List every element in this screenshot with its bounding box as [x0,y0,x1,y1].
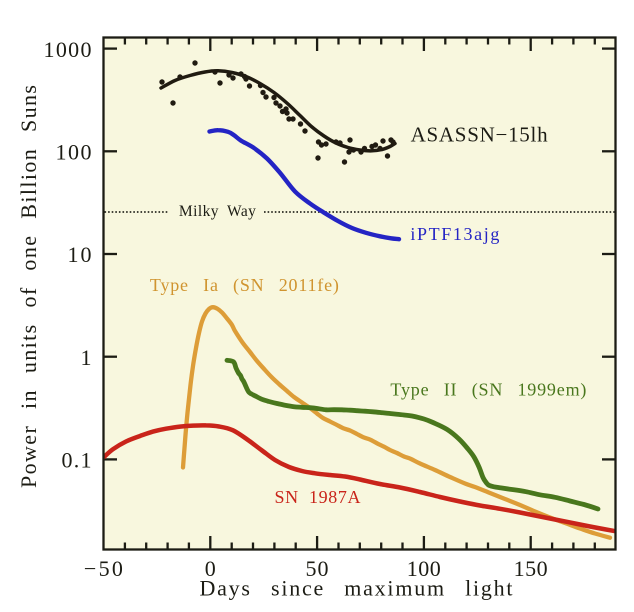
svg-text:SN 1987A: SN 1987A [275,487,361,507]
svg-text:50: 50 [306,556,329,581]
svg-text:1000: 1000 [44,37,92,62]
svg-text:Milky Way: Milky Way [179,203,256,220]
svg-text:0: 0 [205,556,216,581]
svg-text:Type II (SN 1999em): Type II (SN 1999em) [390,379,586,400]
svg-text:ASASSN−15lh: ASASSN−15lh [411,123,548,147]
svg-text:0.1: 0.1 [62,448,92,473]
svg-text:1: 1 [81,345,92,370]
svg-text:iPTF13ajg: iPTF13ajg [410,224,499,244]
svg-text:Power in units of one Billion: Power in units of one Billion Suns [16,85,41,488]
svg-text:100: 100 [56,140,92,165]
svg-text:−50: −50 [84,556,123,581]
svg-text:Days since maximum light: Days since maximum light [200,576,513,601]
svg-text:150: 150 [514,556,548,581]
svg-text:100: 100 [407,556,441,581]
svg-text:Type Ia (SN 2011fe): Type Ia (SN 2011fe) [150,275,339,296]
